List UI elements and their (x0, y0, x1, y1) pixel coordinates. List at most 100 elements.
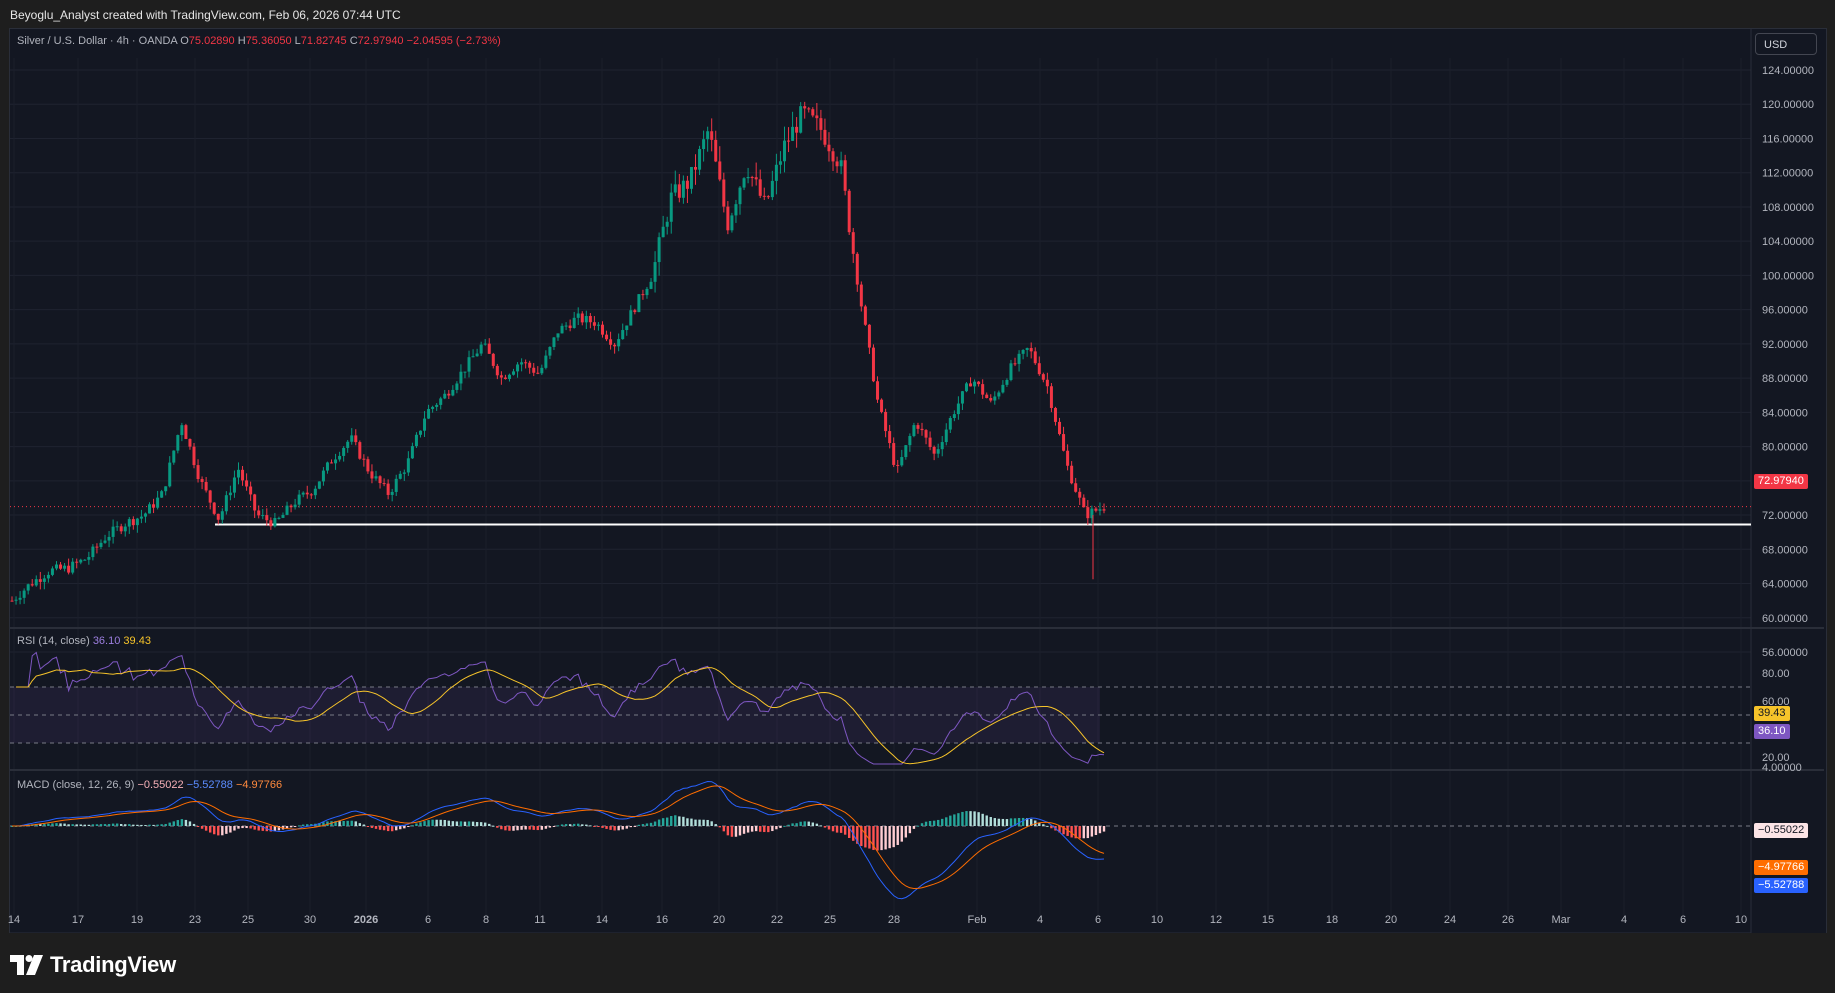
candle-body (1005, 379, 1009, 385)
macd-histogram-bar (99, 824, 103, 826)
candle-body (374, 476, 378, 479)
tradingview-logo[interactable]: TradingView (10, 952, 176, 978)
close-label: C (349, 35, 358, 47)
macd-histogram-bar (455, 821, 459, 826)
macd-histogram-bar (823, 826, 827, 828)
macd-histogram-bar (67, 824, 70, 826)
macd-histogram-bar (439, 819, 442, 826)
candle-body (855, 253, 859, 285)
candle-body (253, 494, 257, 511)
candle-body (390, 491, 394, 495)
candle-body (334, 459, 338, 464)
time-tick-label: 2026 (354, 914, 378, 926)
rsi-ma-tag: 39.43 (1754, 706, 1790, 721)
macd-histogram-bar (447, 820, 450, 826)
candle-body (107, 536, 111, 541)
price-tick-label: 112.00000 (1762, 168, 1813, 180)
candle-body (694, 166, 698, 170)
candle-body (613, 344, 617, 347)
macd-histogram-bar (285, 826, 289, 829)
candle-body (87, 557, 91, 560)
macd-histogram-bar (427, 820, 430, 826)
macd-histogram-bar (1082, 826, 1085, 839)
macd-histogram-bar (71, 824, 74, 826)
candle-body (637, 294, 641, 313)
candle-body (321, 470, 325, 482)
candle-body (305, 492, 309, 495)
macd-histogram-bar (920, 823, 924, 826)
candle-body (714, 139, 718, 162)
candle-body (536, 372, 540, 374)
candle-body (831, 151, 835, 162)
candle-body (908, 436, 912, 446)
candle-body (479, 344, 483, 354)
candle-body (309, 494, 313, 496)
candle-body (455, 383, 459, 390)
brand-text: TradingView (50, 952, 176, 977)
macd-histogram-bar (799, 821, 802, 826)
candle-body (507, 374, 511, 379)
time-tick-label: 26 (1502, 914, 1514, 926)
macd-histogram-bar (213, 826, 216, 835)
candle-body (1062, 434, 1066, 451)
candle-body (641, 294, 645, 296)
candle-body (471, 356, 475, 358)
chart-frame[interactable] (9, 28, 1827, 935)
macd-histogram-bar (876, 826, 879, 851)
macd-histogram-bar (641, 824, 645, 826)
candle-body (475, 353, 479, 357)
candle-body (520, 362, 524, 365)
candle-body (63, 565, 67, 569)
price-tick-label: 100.00000 (1762, 270, 1814, 282)
candle-body (499, 375, 503, 378)
candle-body (888, 431, 892, 444)
macd-histogram-bar (1066, 826, 1069, 836)
macd-histogram-bar (496, 826, 499, 828)
rsi-legend[interactable]: RSI (14, close) 36.10 39.43 (17, 635, 151, 647)
currency-button[interactable]: USD (1755, 33, 1817, 55)
candle-body (609, 339, 613, 345)
candle-body (139, 516, 143, 519)
macd-histogram-bar (783, 825, 786, 827)
macd-histogram-bar (880, 826, 883, 851)
candle-body (677, 184, 681, 198)
price-tick-label: 108.00000 (1762, 202, 1814, 214)
macd-histogram-bar (730, 826, 734, 837)
candle-body (685, 180, 689, 189)
price-tick-label: 104.00000 (1762, 236, 1814, 248)
candle-body (75, 561, 79, 563)
macd-histogram-bar (184, 819, 188, 826)
macd-histogram-bar (759, 826, 762, 832)
macd-histogram-bar (985, 815, 988, 826)
candle-body (884, 411, 888, 432)
macd-histogram-bar (403, 826, 406, 829)
macd-histogram-bar (621, 826, 624, 830)
macd-histogram-bar (310, 824, 313, 826)
symbol-legend[interactable]: Silver / U.S. Dollar · 4h · OANDA O75.02… (17, 35, 501, 47)
time-tick-label: 4 (1037, 914, 1043, 926)
macd-histogram-bar (467, 821, 471, 826)
candle-body (228, 492, 232, 496)
macd-histogram-bar (346, 820, 349, 826)
time-tick-label: 25 (824, 914, 836, 926)
macd-histogram-bar (860, 826, 863, 847)
candle-body (689, 166, 693, 189)
macd-legend[interactable]: MACD (close, 12, 26, 9) −0.55022 −5.5278… (17, 779, 282, 791)
macd-histogram-bar (593, 826, 596, 827)
candle-body (483, 343, 487, 345)
candle-body (928, 437, 932, 447)
macd-histogram-bar (572, 823, 576, 826)
candle-body (346, 441, 350, 448)
candle-body (172, 450, 176, 463)
candle-body (592, 322, 596, 326)
candle-body (787, 140, 791, 142)
candle-body (1025, 348, 1029, 351)
macd-histogram-bar (815, 823, 819, 826)
candle-body (973, 381, 977, 387)
macd-histogram-bar (431, 819, 434, 826)
candle-body (164, 486, 168, 492)
candle-series (10, 101, 1106, 605)
macd-histogram-bar (767, 826, 770, 833)
macd-histogram-bar (390, 826, 394, 832)
